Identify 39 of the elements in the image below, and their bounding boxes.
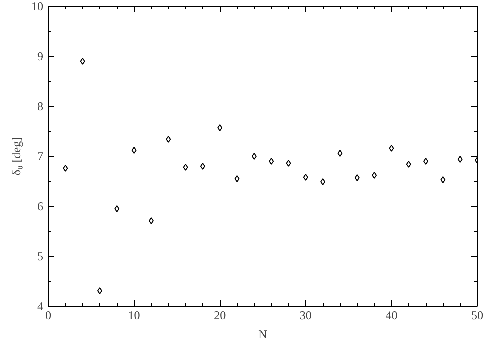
y-tick-label: 7: [38, 150, 44, 164]
y-tick-label: 5: [38, 250, 44, 264]
point: [320, 178, 326, 186]
y-tick-label: 8: [38, 100, 44, 114]
x-tick-label: 20: [214, 308, 226, 322]
point: [338, 150, 343, 157]
x-tick-label: 10: [128, 308, 140, 322]
point: [80, 58, 86, 65]
y-tick-label: 6: [38, 200, 44, 214]
x-axis-title: N: [258, 328, 268, 342]
x-tick-label: 0: [46, 308, 52, 322]
point: [114, 206, 120, 212]
point: [424, 158, 429, 165]
point: [286, 160, 292, 167]
point: [354, 174, 360, 182]
x-tick-label: 50: [472, 308, 484, 322]
point: [166, 136, 172, 143]
x-tick-label: 30: [300, 308, 312, 322]
y-tick-label: 9: [38, 50, 44, 64]
point: [132, 147, 137, 154]
point: [97, 288, 102, 294]
point: [234, 176, 240, 182]
point: [406, 161, 412, 168]
y-tick-label: 10: [32, 0, 44, 14]
point: [63, 165, 68, 172]
x-tick-label: 40: [386, 308, 398, 322]
point: [303, 174, 308, 181]
point: [389, 145, 394, 152]
point: [269, 158, 274, 165]
point: [148, 218, 154, 224]
point: [252, 153, 257, 160]
point: [218, 124, 223, 132]
point: [200, 163, 206, 170]
y-tick-label: 4: [38, 300, 44, 314]
point: [372, 172, 378, 179]
point: [440, 176, 446, 184]
point: [458, 156, 463, 163]
point: [183, 164, 188, 171]
y-axis-title: δ₀ [deg]: [10, 137, 24, 176]
